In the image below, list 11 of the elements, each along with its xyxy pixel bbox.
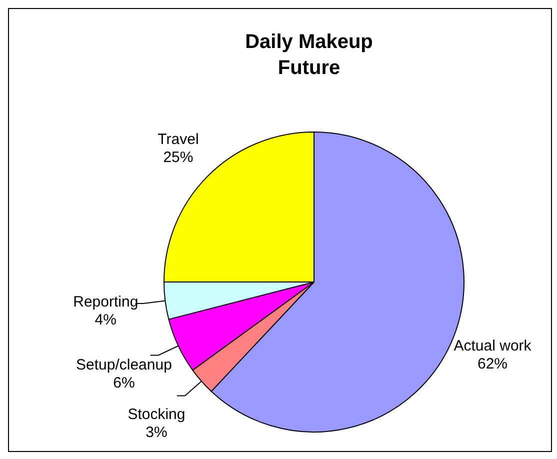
data-label: 4% — [94, 311, 116, 328]
slice-label: Stocking — [128, 406, 186, 423]
slice-label: Reporting — [73, 293, 138, 310]
slice-label: Setup/cleanup — [76, 356, 172, 374]
data-label: 3% — [146, 424, 168, 441]
data-label: 25% — [163, 149, 194, 166]
data-label: 6% — [113, 374, 135, 392]
slice-label: Travel — [158, 131, 199, 148]
chart-title: Daily Makeup Future — [245, 31, 373, 79]
slice-label: Actual work — [454, 338, 532, 355]
data-label: 62% — [478, 356, 508, 373]
